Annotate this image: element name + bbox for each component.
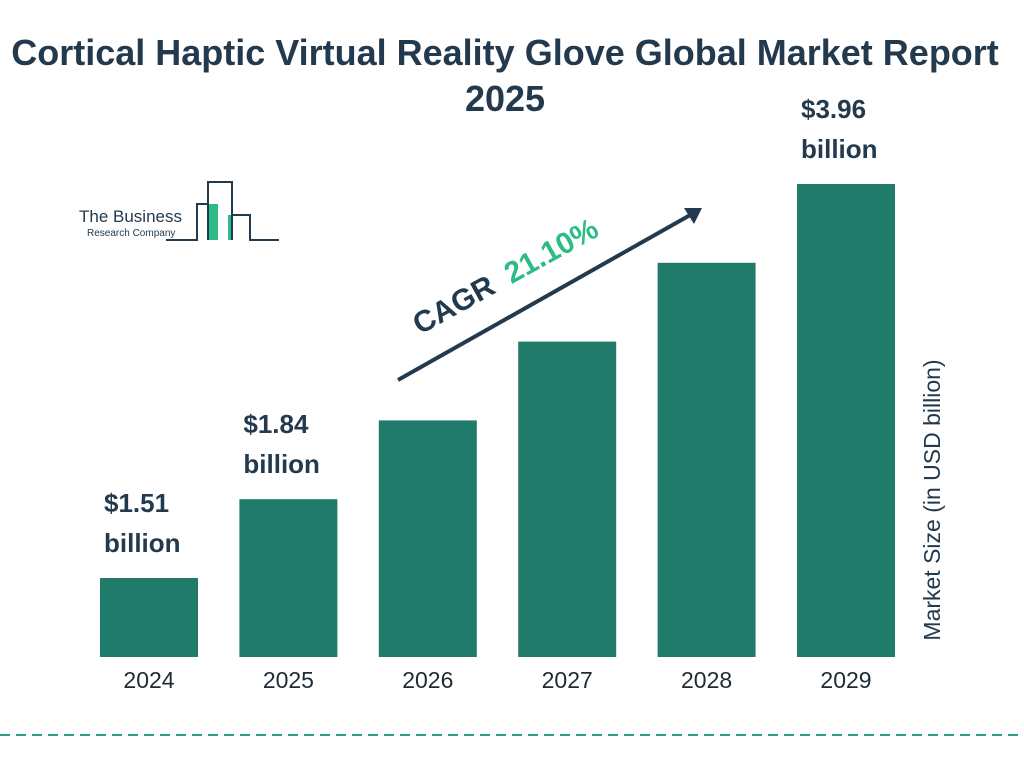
logo-line2: Research Company: [87, 228, 175, 239]
cagr-arrow-head: [684, 208, 702, 224]
logo-line1: The Business: [79, 207, 182, 226]
x-tick-label: 2024: [123, 667, 174, 693]
data-label-unit: billion: [243, 449, 320, 479]
bar-2027: [518, 341, 617, 657]
x-tick-label: 2027: [542, 667, 593, 693]
logo: The Business Research Company: [79, 181, 279, 241]
y-axis-label: Market Size (in USD billion): [919, 359, 945, 640]
bar-2025: [239, 499, 338, 657]
data-label-amount: $1.84: [243, 409, 309, 439]
data-label-amount: $3.96: [801, 94, 866, 124]
logo-bar-2: [228, 215, 233, 240]
cagr-arrow-line: [397, 212, 693, 382]
bar-2029: [797, 184, 895, 657]
bar-2028: [657, 262, 756, 657]
data-label-unit: billion: [104, 528, 181, 558]
x-tick-label: 2025: [263, 667, 314, 693]
logo-outline: [166, 181, 279, 241]
cagr-value: 21.10%: [499, 212, 604, 290]
data-label-unit: billion: [801, 134, 878, 164]
chart-title: Cortical Haptic Virtual Reality Glove Gl…: [11, 32, 999, 119]
svg-text:CAGR 21.10%: CAGR 21.10%: [407, 212, 604, 341]
bar-2024: [100, 578, 198, 657]
bar-2026: [378, 420, 477, 657]
logo-bar-1: [208, 204, 218, 240]
x-tick-label: 2029: [820, 667, 871, 693]
x-tick-label: 2028: [681, 667, 732, 693]
data-label-amount: $1.51: [104, 488, 169, 518]
x-tick-label: 2026: [402, 667, 453, 693]
